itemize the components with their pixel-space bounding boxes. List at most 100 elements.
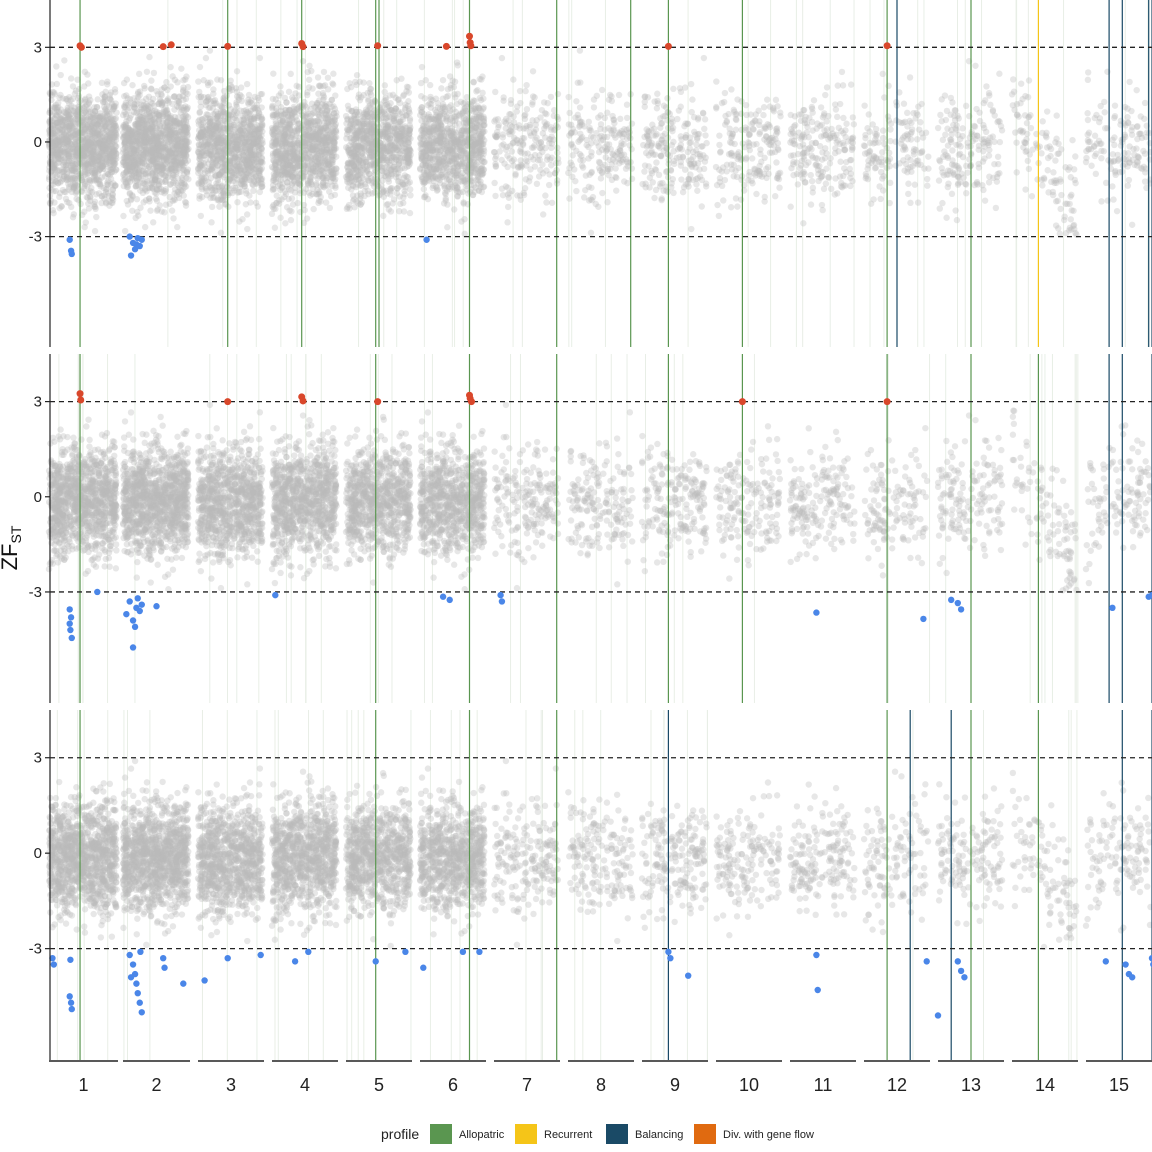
snp-point [157, 185, 165, 192]
snp-point [100, 124, 108, 131]
snp-point [179, 187, 186, 194]
snp-point [75, 131, 82, 138]
snp-point [59, 117, 66, 125]
snp-point [195, 180, 202, 188]
snp-point [51, 199, 58, 206]
snp-point [320, 68, 328, 76]
snp-point [64, 141, 71, 149]
snp-point [202, 54, 210, 62]
snp-point [281, 156, 289, 164]
snp-point [60, 161, 67, 168]
snp-point [90, 171, 97, 178]
snp-point [304, 68, 311, 76]
snp-point [87, 123, 95, 131]
snp-point [201, 152, 208, 159]
snp-point [52, 104, 59, 111]
snp-point [322, 199, 330, 206]
snp-point [283, 99, 290, 106]
snp-point [322, 111, 330, 118]
snp-point [148, 86, 155, 93]
snp-point [149, 185, 157, 193]
snp-point [175, 97, 182, 105]
snp-point [77, 147, 85, 155]
snp-point [332, 134, 340, 141]
snp-point [288, 157, 295, 165]
snp-point [202, 114, 209, 121]
snp-point [147, 115, 154, 122]
snp-point [120, 111, 127, 119]
snp-point [64, 198, 71, 206]
snp-point [111, 168, 118, 175]
snp-point [178, 65, 185, 72]
snp-point [64, 106, 71, 114]
snp-point [200, 142, 208, 149]
snp-point [170, 126, 178, 134]
snp-point [88, 122, 96, 129]
snp-point [198, 132, 205, 139]
snp-point [110, 102, 118, 110]
snp-point [62, 161, 70, 169]
snp-point [220, 110, 227, 117]
snp-point [113, 131, 120, 139]
snp-point [49, 128, 57, 135]
snp-point [104, 135, 111, 142]
snp-point [214, 196, 221, 204]
snp-point [47, 156, 54, 164]
snp-point [84, 135, 92, 142]
snp-point [72, 165, 79, 172]
snp-point [98, 159, 106, 166]
snp-point [143, 101, 150, 108]
snp-point [56, 141, 63, 148]
snp-point [127, 195, 135, 203]
snp-point [101, 123, 108, 130]
snp-point [124, 95, 132, 102]
snp-point [154, 155, 161, 162]
snp-point [51, 152, 58, 159]
snp-point [236, 218, 243, 225]
snp-point [154, 91, 162, 98]
snp-point [330, 110, 338, 117]
snp-point [167, 63, 174, 71]
snp-point [315, 173, 323, 180]
snp-point [87, 177, 94, 185]
snp-point [179, 174, 186, 181]
snp-point [197, 168, 204, 175]
snp-point [141, 139, 148, 146]
snp-point [254, 203, 261, 210]
snp-point [69, 145, 77, 153]
snp-point [129, 142, 136, 149]
background-points [45, 47, 1152, 238]
snp-point [54, 148, 61, 155]
snp-point [82, 142, 89, 150]
snp-point [77, 149, 85, 156]
snp-point [108, 151, 115, 158]
snp-point [183, 73, 190, 80]
snp-point [381, 82, 389, 89]
snp-point [62, 114, 69, 121]
snp-point [305, 76, 313, 83]
snp-point [56, 146, 63, 153]
snp-point [66, 134, 74, 141]
snp-point [63, 109, 70, 117]
snp-point [285, 88, 293, 95]
snp-point [269, 95, 277, 103]
snp-point [54, 159, 62, 166]
snp-point [111, 86, 119, 93]
snp-point [98, 174, 106, 181]
snp-point [93, 213, 100, 221]
snp-point [81, 83, 88, 90]
snp-point [83, 142, 91, 150]
snp-point [210, 86, 217, 93]
snp-point [237, 107, 244, 114]
snp-point [220, 188, 228, 196]
snp-point [196, 63, 204, 71]
snp-point [250, 187, 257, 194]
snp-point [150, 219, 157, 226]
snp-point [231, 155, 238, 162]
snp-point [255, 125, 262, 133]
snp-point [99, 157, 106, 164]
snp-point [181, 181, 188, 188]
snp-point [157, 160, 164, 168]
snp-point [183, 140, 190, 148]
snp-point [82, 219, 90, 226]
